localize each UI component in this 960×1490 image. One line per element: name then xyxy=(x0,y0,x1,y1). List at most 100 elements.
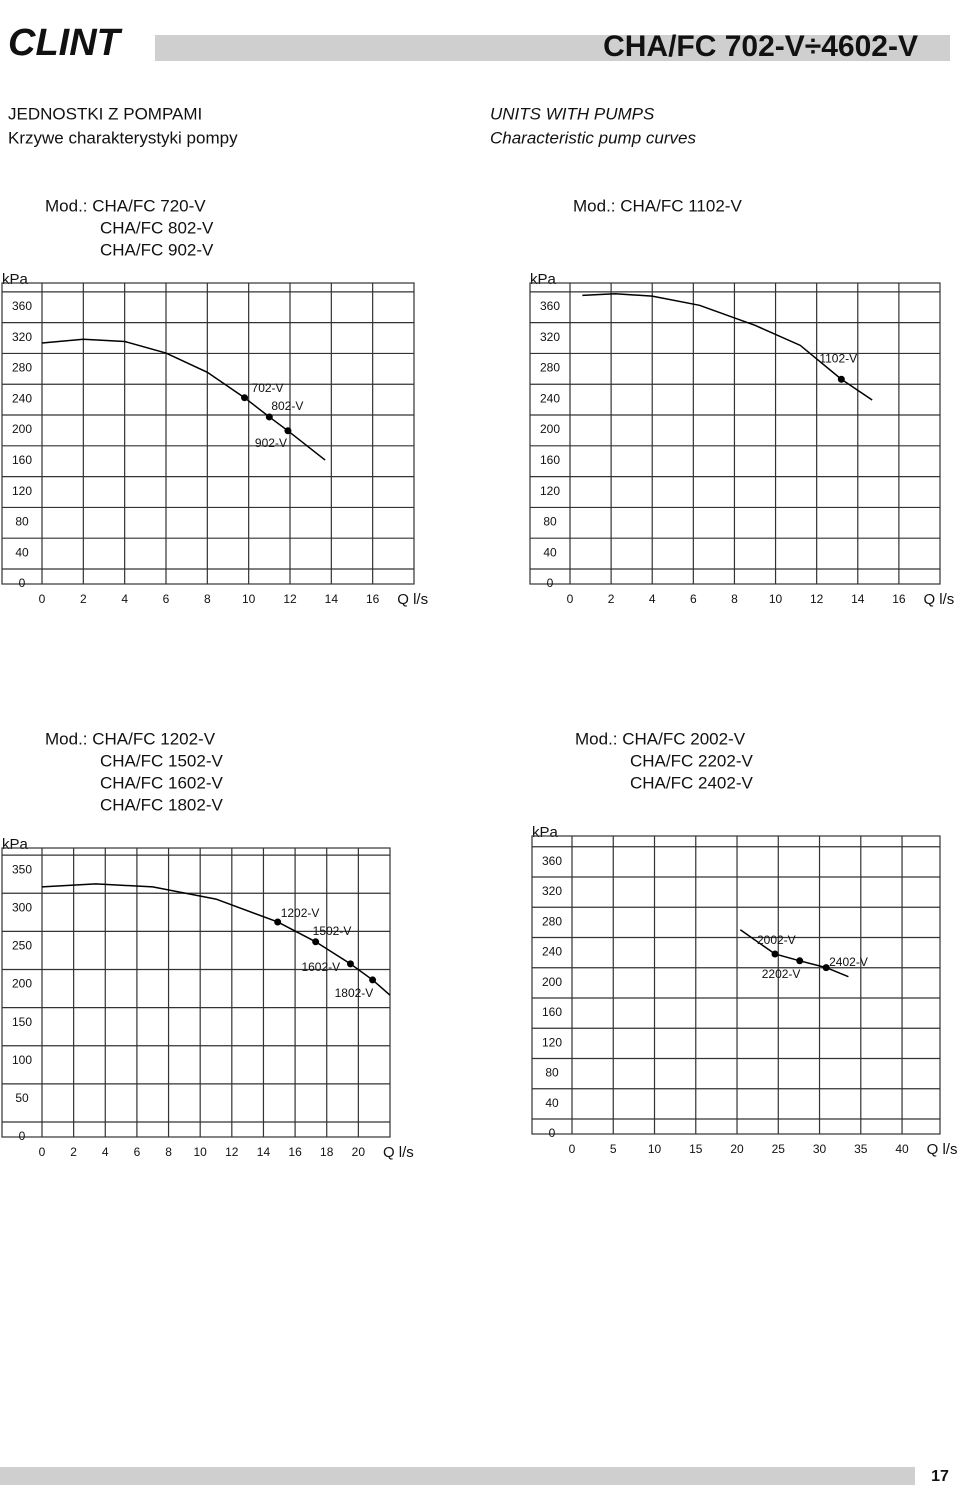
y-tick-label: 200 xyxy=(12,422,32,436)
x-tick-label: 12 xyxy=(283,592,297,606)
pl-heading: JEDNOSTKI Z POMPAMI xyxy=(8,104,202,123)
pump-curve xyxy=(41,883,391,996)
x-tick-label: 16 xyxy=(366,592,380,606)
x-tick-label: 4 xyxy=(102,1145,109,1159)
pl-subheading: Krzywe charakterystyki pompy xyxy=(8,128,238,147)
pump-curve xyxy=(41,338,326,461)
plot-frame xyxy=(1,847,391,1138)
chart-title: CHA/FC 2402-V xyxy=(630,773,753,792)
y-tick-label: 200 xyxy=(540,422,560,436)
x-tick-label: 10 xyxy=(648,1142,662,1156)
chart-title: Mod.: CHA/FC 1202-V xyxy=(45,729,216,748)
x-tick-label: 10 xyxy=(242,592,256,606)
x-tick-label: 6 xyxy=(163,592,170,606)
y-tick-label: 40 xyxy=(15,545,29,559)
y-tick-label: 250 xyxy=(12,939,32,953)
x-tick-label: 30 xyxy=(813,1142,827,1156)
x-tick-label: 8 xyxy=(731,592,738,606)
duty-point xyxy=(771,950,779,958)
y-tick-label: 40 xyxy=(543,545,557,559)
x-tick-label: 16 xyxy=(892,592,906,606)
y-tick-label: 120 xyxy=(12,484,32,498)
x-tick-label: 10 xyxy=(194,1145,208,1159)
x-tick-label: 35 xyxy=(854,1142,868,1156)
x-tick-label: 12 xyxy=(810,592,824,606)
y-tick-label: 360 xyxy=(542,854,562,868)
y-tick-label: 50 xyxy=(15,1091,29,1105)
logo: CLINT xyxy=(8,22,123,64)
duty-point xyxy=(822,964,830,972)
point-label: 2002-V xyxy=(757,933,796,947)
point-label: 1802-V xyxy=(335,986,374,1000)
duty-point xyxy=(284,427,292,435)
duty-point xyxy=(274,918,282,926)
y-tick-label: 320 xyxy=(540,330,560,344)
y-tick-label: 200 xyxy=(12,977,32,991)
y-tick-label: 80 xyxy=(543,515,557,529)
y-tick-label: 0 xyxy=(549,1126,556,1140)
point-label: 1202-V xyxy=(281,906,320,920)
en-subheading: Characteristic pump curves xyxy=(490,128,696,147)
x-tick-label: 14 xyxy=(851,592,865,606)
header-bar xyxy=(155,35,950,61)
point-label: 2202-V xyxy=(762,967,801,981)
en-heading: UNITS WITH PUMPS xyxy=(490,104,655,123)
x-tick-label: 4 xyxy=(649,592,656,606)
y-tick-label: 320 xyxy=(12,330,32,344)
y-tick-label: 160 xyxy=(540,453,560,467)
x-tick-label: 2 xyxy=(80,592,87,606)
y-axis-label: kPa xyxy=(2,271,29,288)
x-tick-label: 14 xyxy=(257,1145,271,1159)
y-tick-label: 360 xyxy=(12,299,32,313)
plot-frame xyxy=(1,282,415,585)
x-tick-label: 20 xyxy=(730,1142,744,1156)
y-tick-label: 360 xyxy=(540,299,560,313)
x-tick-label: 10 xyxy=(769,592,783,606)
doc-title: CHA/FC 702-V÷4602-V xyxy=(603,30,918,63)
x-tick-label: 25 xyxy=(772,1142,786,1156)
point-label: 1602-V xyxy=(301,960,340,974)
x-tick-label: 0 xyxy=(39,1145,46,1159)
x-tick-label: 4 xyxy=(121,592,128,606)
duty-point xyxy=(369,976,377,984)
x-tick-label: 6 xyxy=(690,592,697,606)
duty-point xyxy=(265,413,273,421)
chart-title: CHA/FC 1502-V xyxy=(100,751,223,770)
y-tick-label: 280 xyxy=(12,361,32,375)
point-label: 1102-V xyxy=(819,351,857,365)
point-label: 702-V xyxy=(252,381,284,395)
footer-bar xyxy=(0,1467,915,1485)
point-label: 802-V xyxy=(271,399,303,413)
chart-title: CHA/FC 2202-V xyxy=(630,751,753,770)
x-tick-label: 18 xyxy=(320,1145,334,1159)
chart-title: CHA/FC 1802-V xyxy=(100,795,223,814)
y-tick-label: 120 xyxy=(540,484,560,498)
y-tick-label: 280 xyxy=(542,914,562,928)
x-tick-label: 40 xyxy=(895,1142,909,1156)
y-tick-label: 160 xyxy=(12,453,32,467)
pump-curve xyxy=(582,293,873,401)
chart-title: CHA/FC 902-V xyxy=(100,240,214,259)
x-axis-label: Q l/s xyxy=(383,1144,414,1161)
chart-title: CHA/FC 1602-V xyxy=(100,773,223,792)
y-tick-label: 120 xyxy=(542,1035,562,1049)
x-tick-label: 12 xyxy=(225,1145,239,1159)
x-tick-label: 0 xyxy=(569,1142,576,1156)
y-tick-label: 300 xyxy=(12,900,32,914)
chart-title: Mod.: CHA/FC 1102-V xyxy=(573,196,742,215)
y-tick-label: 80 xyxy=(15,515,29,529)
y-tick-label: 150 xyxy=(12,1015,32,1029)
x-axis-label: Q l/s xyxy=(923,591,954,608)
x-tick-label: 8 xyxy=(165,1145,172,1159)
x-axis-label: Q l/s xyxy=(927,1141,958,1158)
chart-title: Mod.: CHA/FC 720-V xyxy=(45,196,206,215)
plot-frame xyxy=(531,835,941,1135)
duty-point xyxy=(346,960,354,968)
chart-title: CHA/FC 802-V xyxy=(100,218,214,237)
y-tick-label: 240 xyxy=(542,945,562,959)
x-tick-label: 14 xyxy=(325,592,339,606)
x-tick-label: 6 xyxy=(134,1145,141,1159)
point-label: 1502-V xyxy=(313,924,352,938)
x-tick-label: 15 xyxy=(689,1142,703,1156)
